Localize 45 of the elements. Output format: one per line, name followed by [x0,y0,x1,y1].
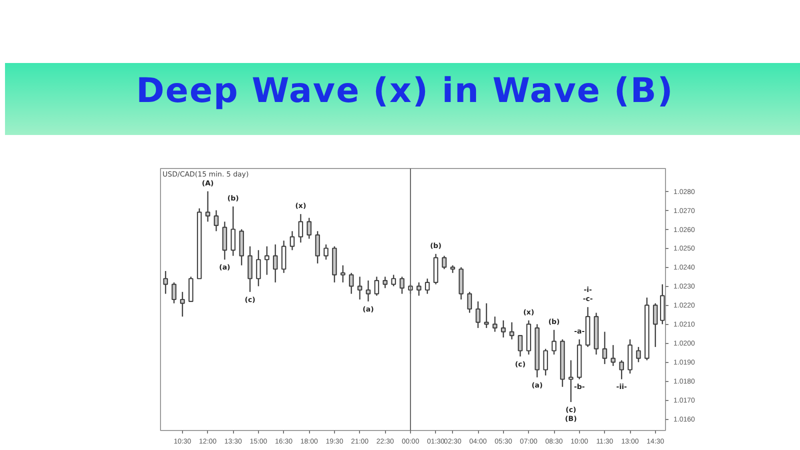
candlestick [248,246,252,293]
candlestick [382,276,388,289]
candlestick [357,276,362,300]
candlestick [366,280,371,302]
candlestick [543,348,548,376]
candlestick [652,302,658,348]
candlestick [568,360,574,403]
candlestick [619,360,624,380]
candlestick [476,300,480,329]
candlestick [610,344,616,367]
candlestick [340,264,346,284]
candlestick [636,346,641,363]
candlestick [518,334,523,358]
candlestick [264,246,270,276]
candlestick [214,210,219,232]
candlestick [509,322,514,340]
candlestick [163,270,168,294]
candlestick [467,291,472,314]
candlestick [374,276,380,296]
candlestick [180,291,185,318]
candlestick [424,278,430,294]
candlestick [188,276,194,302]
candlestick [298,213,304,244]
candlestick [416,282,422,296]
candlestick [172,282,176,304]
candlestick [500,320,506,338]
candlestick [205,190,210,222]
candlestick [256,250,261,287]
candlestick [272,244,278,284]
candlestick [484,302,489,329]
candlestick [222,221,228,260]
chart-title: Deep Wave (x) in Wave (B) [136,70,674,113]
candlestick [348,272,354,294]
candlestick [492,316,498,332]
candlestick [230,206,236,256]
candlestick [324,244,328,260]
candlestick [391,274,396,287]
candlestick [400,276,404,294]
candlestick [602,331,608,365]
candlestick [442,255,447,270]
candlestick [552,329,556,356]
candlestick [315,230,320,264]
candlestick [281,240,286,274]
candlestick [290,230,295,251]
candlestick [306,217,312,240]
